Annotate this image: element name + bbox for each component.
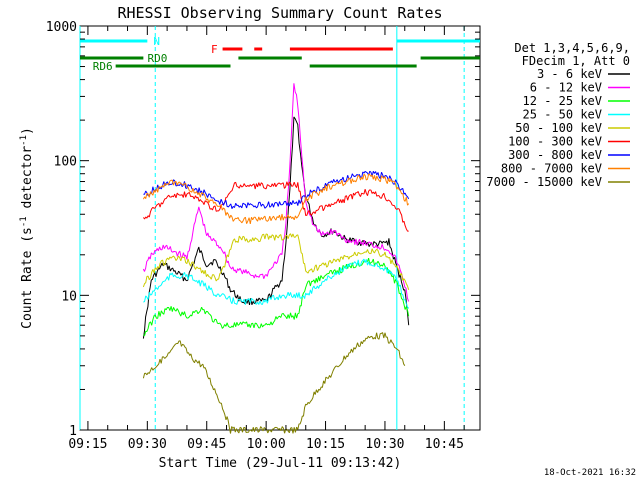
y-axis-label-end: ) xyxy=(20,127,35,135)
y-axis-label-mid: detector xyxy=(20,146,35,217)
x-tick-label: 09:15 xyxy=(68,437,107,452)
series-100-300-kev xyxy=(143,181,409,232)
legend-label-3-6-kev: 3 - 6 keV xyxy=(537,67,602,81)
y-axis-label: Count Rate (s-1 detector-1) xyxy=(19,127,35,329)
legend-label-300-800-kev: 300 - 800 keV xyxy=(508,148,602,162)
x-tick-labels: 09:15 09:30 09:45 10:00 10:15 10:30 10:45 xyxy=(68,437,464,452)
x-tick-label: 09:30 xyxy=(128,437,167,452)
series-3-6-kev xyxy=(142,116,410,339)
legend-label-800-7000-kev: 800 - 7000 keV xyxy=(501,162,602,176)
x-tick-label: 09:45 xyxy=(187,437,226,452)
legend-label-100-300-kev: 100 - 300 keV xyxy=(508,135,602,149)
legend-header-line-2: FDecim 1, Att 0 xyxy=(522,54,630,68)
legend-label-50-100-kev: 50 - 100 keV xyxy=(515,121,602,135)
series-12-25-kev xyxy=(143,257,410,337)
y-tick-label: 10 xyxy=(61,289,77,304)
y-tick-label: 1000 xyxy=(46,20,77,35)
x-axis-label: Start Time (29-Jul-11 09:13:42) xyxy=(159,456,402,471)
y-axis-label-sup2: -1 xyxy=(19,135,29,146)
plot-area: N F RD0 RD6 xyxy=(79,25,481,434)
plot-frame xyxy=(79,25,481,431)
x-tick-label: 10:00 xyxy=(247,437,286,452)
y-axis-label-main: Count Rate (s xyxy=(20,227,35,329)
legend: Det 1,3,4,5,6,9, FDecim 1, Att 0 3 - 6 k… xyxy=(486,41,630,189)
y-tick-label: 1 xyxy=(69,424,77,439)
vertical-markers xyxy=(79,26,465,430)
series-300-800-kev xyxy=(143,170,410,209)
series-25-50-kev xyxy=(143,258,410,309)
legend-header-line-1: Det 1,3,4,5,6,9, xyxy=(514,41,630,55)
flag-label-f: F xyxy=(211,43,218,56)
series-6-12-kev xyxy=(142,83,410,302)
y-axis-label-sup: -1 xyxy=(19,216,29,227)
flag-label-rd6: RD6 xyxy=(93,60,113,73)
series-7000-15000-kev xyxy=(142,332,406,434)
x-tick-label: 10:45 xyxy=(425,437,464,452)
series-lines xyxy=(142,83,410,434)
x-tick-label: 10:30 xyxy=(365,437,404,452)
y-tick-label: 100 xyxy=(54,155,77,170)
legend-label-6-12-kev: 6 - 12 keV xyxy=(530,81,602,95)
series-800-7000-kev xyxy=(142,173,410,224)
axis-ticks xyxy=(80,26,480,431)
legend-label-12-25-kev: 12 - 25 keV xyxy=(523,94,602,108)
plot-timestamp: 18-Oct-2021 16:32 xyxy=(544,468,636,478)
state-flags: N F RD0 RD6 xyxy=(80,35,480,73)
x-tick-label: 10:15 xyxy=(306,437,345,452)
legend-label-25-50-kev: 25 - 50 keV xyxy=(523,108,602,122)
flag-label-rd0: RD0 xyxy=(147,52,167,65)
chart-title: RHESSI Observing Summary Count Rates xyxy=(117,4,442,22)
y-tick-labels: 1 10 100 1000 xyxy=(46,20,77,439)
series-50-100-kev xyxy=(142,233,410,290)
flag-label-n: N xyxy=(153,35,160,48)
legend-label-7000-15000-kev: 7000 - 15000 keV xyxy=(486,175,602,189)
